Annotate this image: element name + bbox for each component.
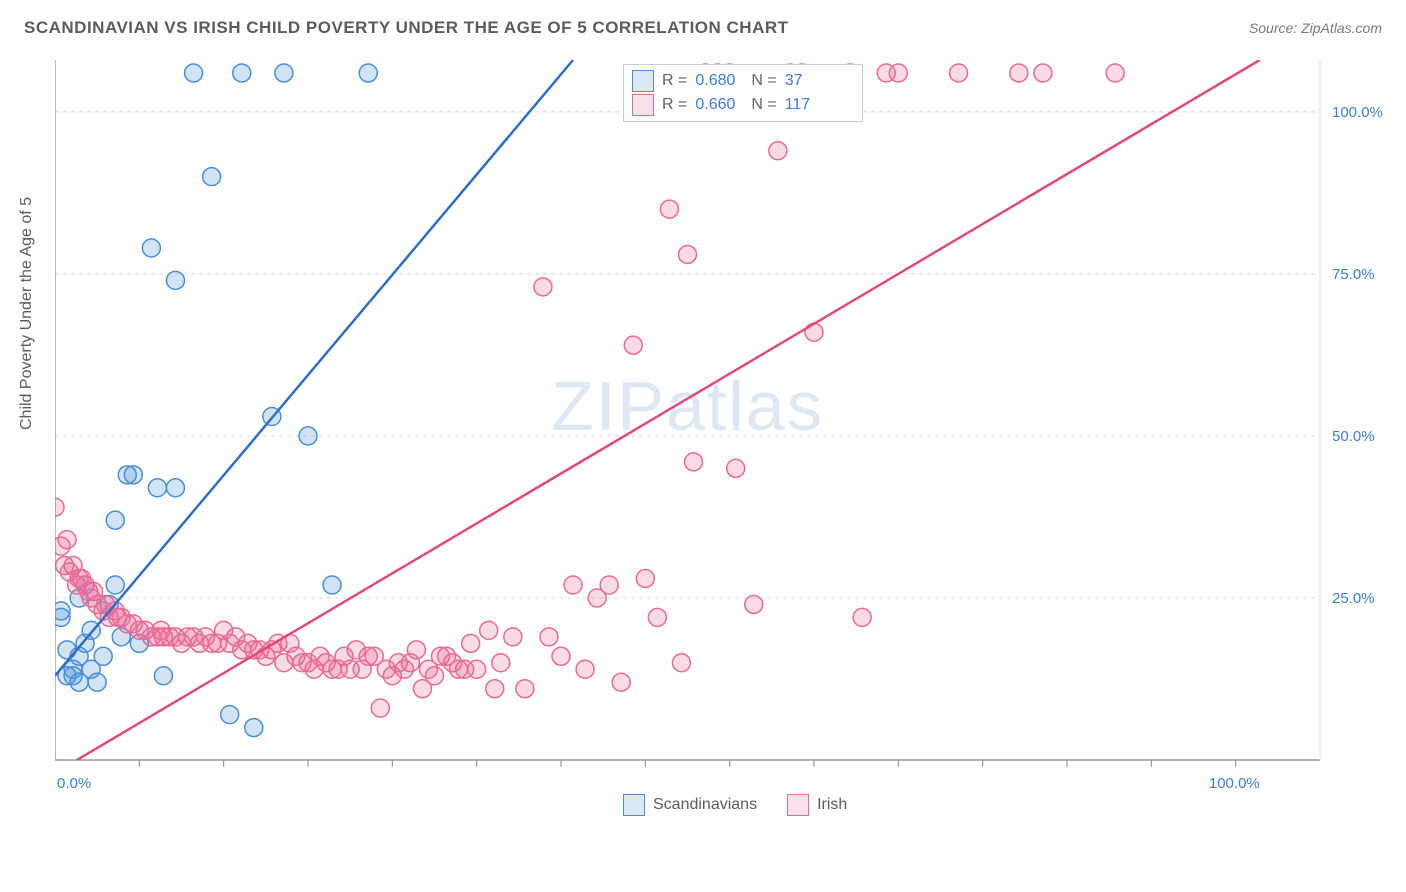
data-point [88,673,106,691]
data-point [564,576,582,594]
y-tick-label: 75.0% [1332,266,1375,283]
data-point [853,608,871,626]
data-point [769,142,787,160]
stat-n-label: N = [751,72,776,90]
legend-swatch [632,94,654,116]
trend-line-irish [55,60,1260,773]
stat-n-label: N = [751,96,776,114]
data-point [426,667,444,685]
scatter-chart-svg: ZIPatlas 0.0% 100.0% 25.0% 50.0% 75.0% 100.0% R… [55,60,1385,820]
y-tick-label: 50.0% [1332,428,1375,445]
data-point [624,336,642,354]
stat-n-value: 37 [785,72,803,90]
data-point [486,680,504,698]
data-point [636,570,654,588]
data-point [805,323,823,341]
data-point [600,576,618,594]
data-point [94,647,112,665]
source-label: Source: ZipAtlas.com [1249,20,1382,36]
data-point [233,64,251,82]
stat-r-value: 0.660 [695,96,743,114]
legend-swatch [787,794,809,816]
data-point [648,608,666,626]
trend-line-scandinavians [55,60,573,676]
legend-item: Scandinavians [623,794,757,816]
data-point [275,64,293,82]
data-point [166,479,184,497]
data-point [154,667,172,685]
data-point [185,64,203,82]
data-point [1034,64,1052,82]
data-point [106,576,124,594]
data-point [504,628,522,646]
data-point [323,576,341,594]
data-point [534,278,552,296]
legend-item: Irish [787,794,847,816]
stats-row: R = 0.660 N = 117 [632,93,854,117]
data-point [660,200,678,218]
legend-label: Irish [817,796,847,814]
data-point [245,719,263,737]
data-point [576,660,594,678]
data-point [950,64,968,82]
data-point [889,64,907,82]
stat-r-value: 0.680 [695,72,743,90]
data-point [203,168,221,186]
data-point [480,621,498,639]
data-point [106,511,124,529]
legend-label: Scandinavians [653,796,757,814]
stat-r-label: R = [662,72,687,90]
y-axis-label: Child Poverty Under the Age of 5 [18,197,36,430]
watermark: ZIPatlas [551,367,824,445]
legend-swatch [632,70,654,92]
stats-legend: R = 0.680 N = 37 R = 0.660 N = 117 [623,64,863,124]
data-point [359,64,377,82]
data-point [55,602,70,620]
plot-area: ZIPatlas 0.0% 100.0% 25.0% 50.0% 75.0% 100.0% R… [55,60,1385,820]
y-tick-label: 100.0% [1332,104,1383,121]
data-point [552,647,570,665]
title-bar: SCANDINAVIAN VS IRISH CHILD POVERTY UNDE… [24,18,1382,38]
chart-title: SCANDINAVIAN VS IRISH CHILD POVERTY UNDE… [24,18,789,38]
data-point [299,427,317,445]
data-point [540,628,558,646]
stat-n-value: 117 [785,96,811,114]
data-point [492,654,510,672]
x-tick-label: 0.0% [57,775,91,792]
data-point [407,641,425,659]
legend-swatch [623,794,645,816]
data-point [371,699,389,717]
data-point [124,466,142,484]
data-point [462,634,480,652]
data-point [672,654,690,672]
data-point [1106,64,1124,82]
data-point [685,453,703,471]
stat-r-label: R = [662,96,687,114]
data-point [148,479,166,497]
data-point [221,706,239,724]
data-point [679,245,697,263]
data-point [1010,64,1028,82]
data-point [142,239,160,257]
series-legend: Scandinavians Irish [623,794,1023,820]
stats-row: R = 0.680 N = 37 [632,69,854,93]
y-tick-label: 25.0% [1332,590,1375,607]
data-point [468,660,486,678]
data-point [58,531,76,549]
data-point [55,498,64,516]
data-point [516,680,534,698]
x-tick-label: 100.0% [1209,775,1260,792]
data-point [166,271,184,289]
data-point [745,595,763,613]
data-point [727,459,745,477]
data-point [612,673,630,691]
